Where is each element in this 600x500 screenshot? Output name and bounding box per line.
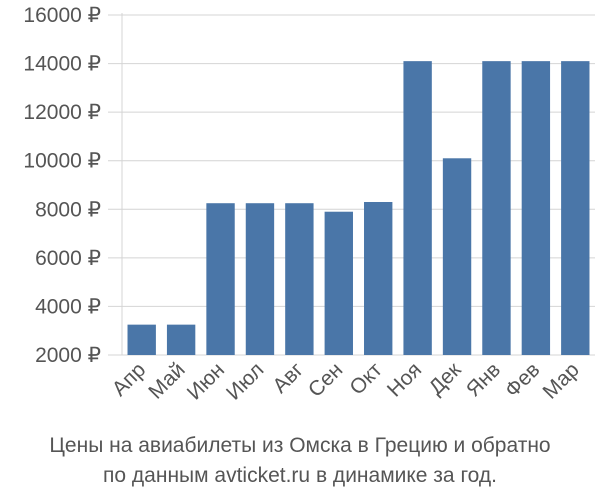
x-tick-label: Янв [462,358,505,401]
y-tick-label: 6000 ₽ [35,247,101,270]
y-tick-label: 12000 ₽ [23,101,101,124]
x-tick-label: Апр [108,358,150,400]
x-tick-label: Сен [304,358,347,401]
bar [442,158,472,355]
bar [364,202,393,355]
y-tick-label: 4000 ₽ [35,295,101,318]
y-tick-label: 14000 ₽ [23,53,101,76]
bars [127,61,590,356]
bar [245,203,275,355]
bar [285,203,314,355]
x-tick-label: Дек [424,358,466,400]
bar [561,61,590,356]
bar [127,324,156,355]
bar [521,61,551,356]
y-tick-label: 16000 ₽ [23,4,101,27]
y-axis-tick-labels: 2000 ₽ 4000 ₽ 6000 ₽ 8000 ₽ 10000 ₽ 12000 ₽ 14… [23,4,101,367]
bar [324,211,353,355]
x-tick-label: Июл [222,358,268,404]
x-tick-label: Мар [539,358,584,403]
chart-caption-line-1: Цены на авиабилеты из Омска в Грецию и о… [49,434,551,457]
x-tick-label: Июн [183,358,229,404]
x-tick-label: Авг [268,358,308,398]
x-tick-label: Май [144,358,189,403]
bar [206,203,235,355]
bar [403,61,432,356]
bar [482,61,511,356]
y-tick-label: 8000 ₽ [35,198,101,221]
x-tick-label: Ноя [383,358,426,401]
bar [166,324,196,355]
x-tick-label: Окт [345,358,387,400]
chart-caption-line-2: по данным avticket.ru в динамике за год. [103,464,497,487]
y-tick-label: 2000 ₽ [35,344,101,367]
y-tick-label: 10000 ₽ [23,150,101,173]
bar-chart: 2000 ₽ 4000 ₽ 6000 ₽ 8000 ₽ 10000 ₽ 12000 ₽ 14… [23,4,595,405]
x-tick-label: Фев [501,358,545,402]
